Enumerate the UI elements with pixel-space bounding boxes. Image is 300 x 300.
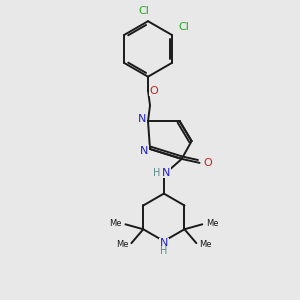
Text: Me: Me bbox=[116, 240, 128, 249]
Text: H: H bbox=[153, 168, 161, 178]
Text: Cl: Cl bbox=[178, 22, 189, 32]
Text: Me: Me bbox=[206, 219, 219, 228]
Text: N: N bbox=[140, 146, 148, 156]
Text: N: N bbox=[138, 114, 146, 124]
Text: Me: Me bbox=[199, 240, 212, 249]
Text: O: O bbox=[203, 158, 212, 168]
Text: H: H bbox=[160, 246, 168, 256]
Text: O: O bbox=[150, 85, 158, 96]
Text: Cl: Cl bbox=[139, 6, 149, 16]
Text: N: N bbox=[160, 238, 168, 248]
Text: N: N bbox=[162, 168, 170, 178]
Text: Me: Me bbox=[109, 219, 122, 228]
